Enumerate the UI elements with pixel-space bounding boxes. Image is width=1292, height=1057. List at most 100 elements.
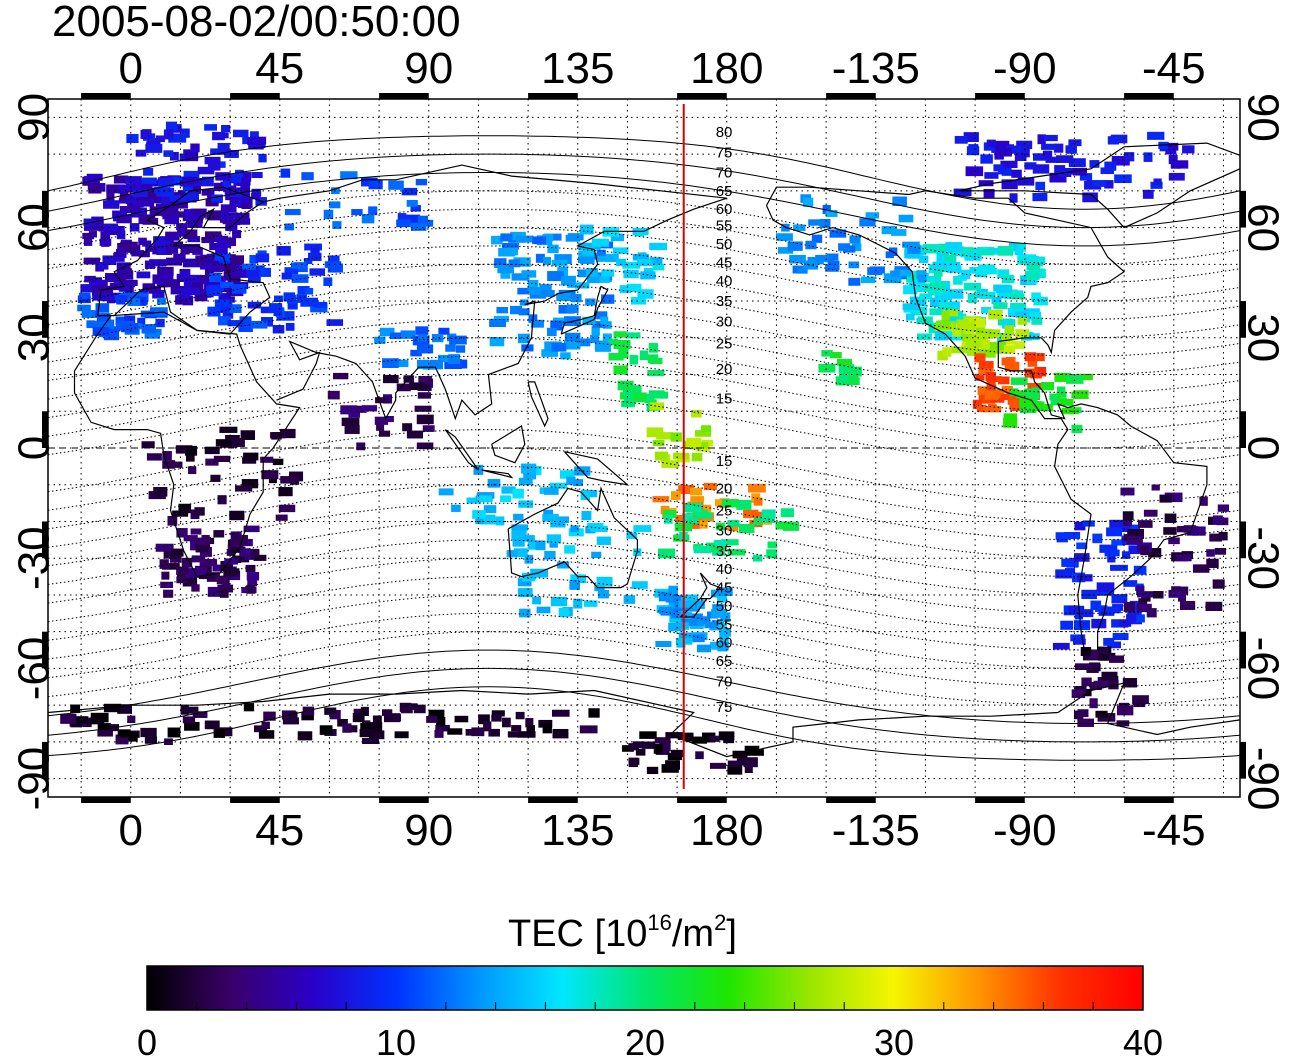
tec-cell xyxy=(188,466,197,475)
tec-cell xyxy=(204,269,214,277)
tec-cell xyxy=(396,219,411,228)
tec-cell xyxy=(95,303,110,313)
tec-cell xyxy=(1107,553,1116,563)
tec-cell xyxy=(652,496,670,503)
tec-cell xyxy=(542,514,559,522)
tec-cell xyxy=(703,482,717,491)
tec-cell xyxy=(619,285,631,294)
tec-cell xyxy=(168,241,184,249)
lon-tick-label-bottom: 135 xyxy=(541,806,614,855)
tec-cell xyxy=(1212,515,1223,525)
tec-cell xyxy=(177,190,186,198)
tec-cell xyxy=(401,187,418,196)
tec-cell xyxy=(179,288,190,298)
contour-label: 70 xyxy=(716,164,733,181)
colorbar-tick-label: 0 xyxy=(137,1022,157,1057)
contour-labels: 8075706560555045403530252015152025303540… xyxy=(716,124,733,716)
tec-cell xyxy=(156,247,173,256)
tec-cell xyxy=(665,760,680,770)
tec-cell xyxy=(102,255,117,265)
tec-cell xyxy=(374,416,389,425)
tec-cell xyxy=(253,554,267,561)
tec-cell xyxy=(720,539,739,546)
tec-cell xyxy=(479,514,496,525)
tec-cell xyxy=(201,534,210,545)
tec-cell xyxy=(1088,662,1101,671)
tec-cell xyxy=(712,604,724,614)
tec-cell xyxy=(272,325,285,334)
tec-cell xyxy=(936,252,949,262)
tec-cell xyxy=(87,221,104,231)
tec-cell xyxy=(946,265,962,273)
tec-cell xyxy=(126,133,139,144)
tec-cell xyxy=(577,269,587,278)
tec-cell xyxy=(246,584,256,594)
lon-tick-label-top: -90 xyxy=(993,44,1057,93)
tec-cell xyxy=(860,276,876,284)
tec-cell xyxy=(637,258,653,267)
tec-cell xyxy=(190,528,202,535)
tec-cell xyxy=(175,445,193,454)
tec-cell xyxy=(282,717,299,725)
tec-cell xyxy=(500,495,512,503)
tec-cell xyxy=(96,319,115,330)
tec-cell xyxy=(222,263,235,272)
tec-cell xyxy=(402,423,413,432)
tec-cell xyxy=(1153,178,1162,186)
tec-cell xyxy=(626,532,638,539)
tec-cell xyxy=(250,320,268,329)
tec-cell xyxy=(125,196,137,205)
tec-cell xyxy=(566,476,576,485)
tec-cell xyxy=(997,246,1014,256)
tec-cell xyxy=(234,438,245,447)
tec-cell xyxy=(1011,293,1025,300)
tec-cell xyxy=(212,564,229,572)
tec-cell xyxy=(276,245,291,256)
tec-cell xyxy=(715,522,726,531)
tec-cell xyxy=(543,487,559,495)
lat-tick-label-left: -90 xyxy=(10,747,59,811)
tec-cell xyxy=(500,270,511,279)
tec-cell xyxy=(1017,317,1028,325)
tec-cell xyxy=(682,732,694,742)
tec-cell xyxy=(1015,329,1030,338)
tec-cell xyxy=(1000,393,1009,401)
tec-cell xyxy=(138,250,150,258)
tec-cell xyxy=(428,709,445,720)
tec-cell xyxy=(539,284,552,291)
tec-cell xyxy=(489,337,505,347)
tec-cell xyxy=(206,262,223,272)
tec-cell xyxy=(235,169,244,177)
tec-cell xyxy=(803,260,819,270)
tec-cell xyxy=(668,601,680,612)
tec-cell xyxy=(167,515,178,526)
tec-cell xyxy=(261,470,279,480)
tec-cell xyxy=(547,244,559,254)
tec-cell xyxy=(1192,564,1210,573)
tec-cell xyxy=(434,729,444,738)
tec-cell xyxy=(664,515,673,524)
tec-cell xyxy=(909,280,925,290)
tec-cell xyxy=(691,409,702,418)
lat-tick-label-left: 90 xyxy=(10,93,59,142)
tec-cell xyxy=(232,283,247,294)
tec-cell xyxy=(368,179,383,190)
tec-cell xyxy=(967,341,980,350)
tec-cell xyxy=(1058,398,1074,406)
tec-cell xyxy=(478,714,490,725)
tec-cell xyxy=(582,246,595,256)
tec-cell xyxy=(654,451,669,461)
tec-cell xyxy=(1072,638,1086,645)
tec-cell xyxy=(399,702,412,712)
tec-cell xyxy=(558,305,575,314)
tec-cell xyxy=(187,183,202,194)
tec-cell xyxy=(687,517,699,525)
tec-cell xyxy=(696,520,708,529)
lon-tick-label-top: 45 xyxy=(255,44,304,93)
tec-cell xyxy=(639,731,657,739)
tec-cell xyxy=(1110,134,1128,144)
tec-cell xyxy=(1099,544,1118,553)
tec-cell xyxy=(1017,255,1027,265)
tec-cell xyxy=(1043,134,1058,142)
tec-cell xyxy=(1076,373,1093,381)
